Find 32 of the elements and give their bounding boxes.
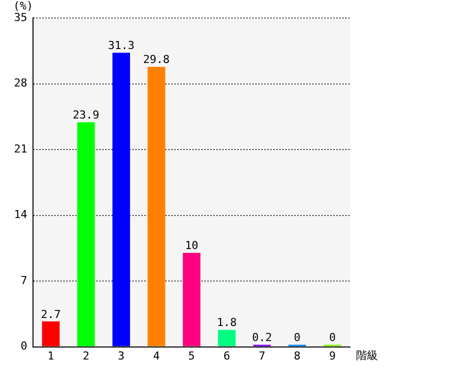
y-tick-label: 0 (20, 340, 28, 353)
x-tick-label: 7 (258, 349, 266, 362)
x-tick-label: 9 (329, 349, 336, 362)
bar (77, 122, 95, 346)
x-tick-label: 3 (118, 349, 125, 362)
x-tick-label: 8 (294, 349, 301, 362)
bar (112, 52, 130, 346)
bar (42, 321, 60, 346)
bar (148, 66, 166, 346)
x-tick-label: 5 (188, 349, 195, 362)
data-label: 31.3 (108, 39, 134, 52)
y-tick-label: 28 (14, 76, 28, 90)
data-label: 0 (329, 331, 336, 344)
data-label: 10 (185, 239, 198, 252)
bar (182, 252, 200, 346)
y-tick-label: 14 (14, 208, 28, 222)
data-label: 0.2 (252, 331, 272, 344)
x-tick-label: 2 (82, 349, 90, 362)
y-tick-label: 21 (14, 142, 28, 156)
data-label: 23.9 (72, 108, 100, 122)
y-tick-label: 7 (20, 274, 28, 287)
data-label: 0 (294, 331, 301, 344)
x-tick-label: 1 (48, 349, 54, 362)
y-axis-title: (%) (13, 0, 34, 12)
y-tick-label: 35 (14, 10, 28, 24)
bar (218, 330, 236, 346)
data-label: 1.8 (216, 316, 237, 330)
x-tick-label: 4 (153, 349, 160, 362)
data-label: 2.7 (40, 308, 61, 321)
x-axis-title: 階級 (356, 349, 378, 362)
x-tick-label: 6 (224, 349, 230, 362)
data-label: 29.8 (143, 53, 170, 66)
